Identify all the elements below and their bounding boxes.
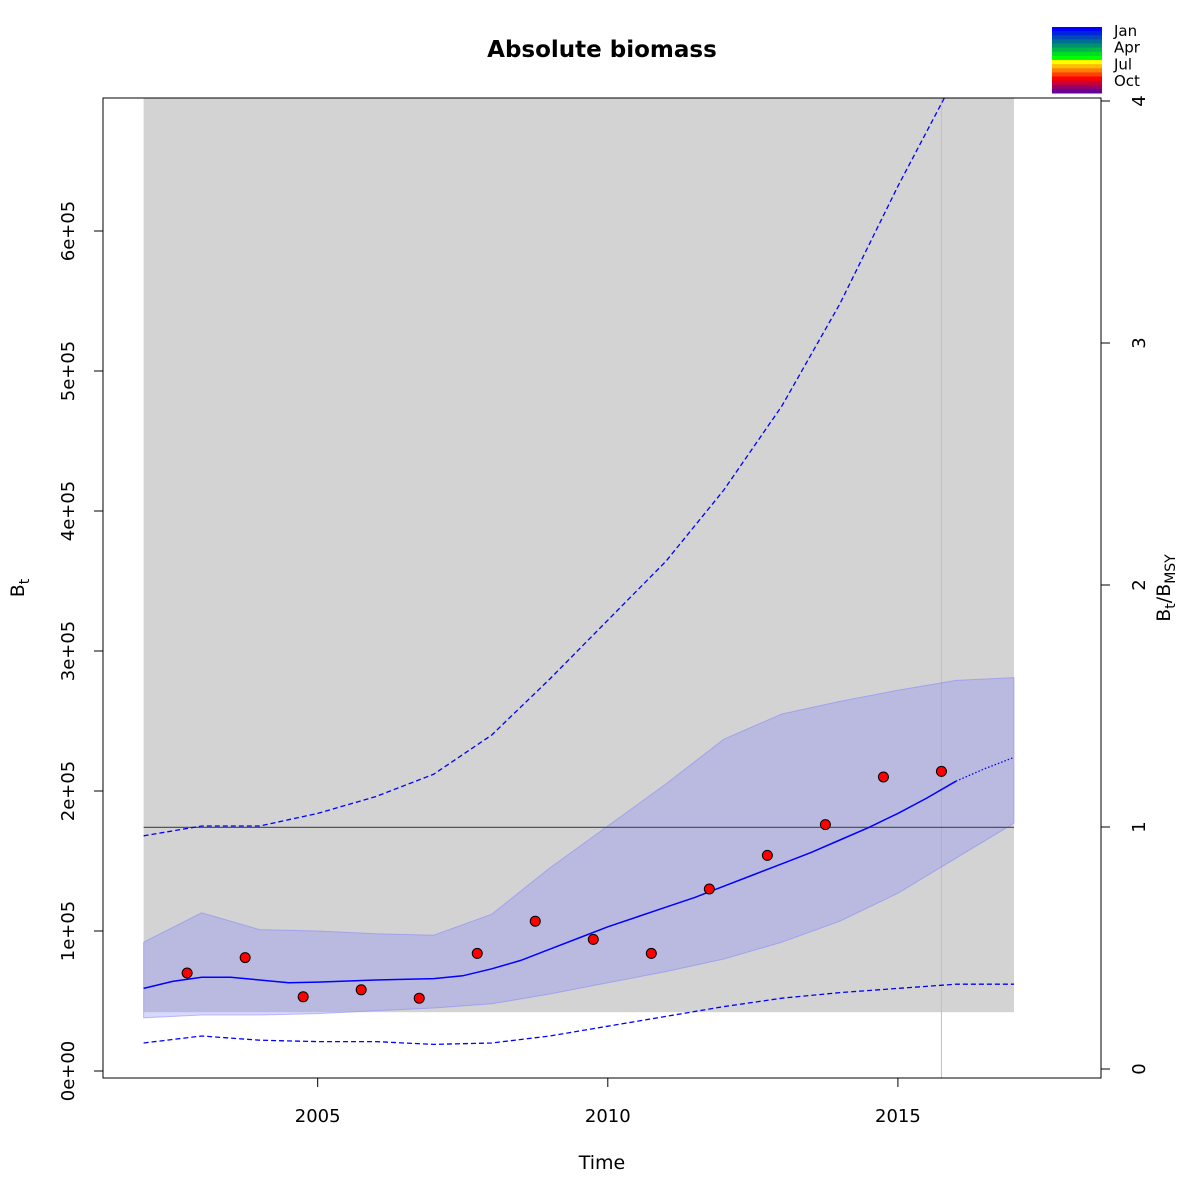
legend-color-swatch [1052, 64, 1102, 69]
y2-tick-label: 2 [1129, 579, 1150, 590]
y-tick-label: 5e+05 [58, 341, 79, 402]
y2-tick-label: 4 [1129, 95, 1150, 106]
y-tick-label: 6e+05 [58, 201, 79, 262]
observation-points-layer [181, 765, 947, 1004]
y-tick-label: 1e+05 [58, 901, 79, 962]
legend-color-swatch [1052, 27, 1102, 32]
observation-point [935, 765, 947, 777]
y2-axis-title-text: Bt/BMSY [1153, 554, 1179, 622]
x-tick-label: 2015 [875, 1106, 921, 1127]
observation-point [181, 967, 193, 979]
legend-label: Jul [1113, 55, 1132, 73]
shaded-region [143, 98, 1014, 1013]
series-lines-layer [143, 97, 1015, 1046]
legend-color-swatch [1052, 55, 1102, 61]
y-tick-label: 2e+05 [58, 761, 79, 822]
observation-point [761, 849, 773, 861]
shaded-region-layer [143, 98, 1014, 1013]
observation-point [239, 952, 251, 964]
y2-tick-label: 0 [1129, 1063, 1150, 1074]
y-tick-label: 0e+00 [58, 1041, 79, 1102]
observation-point [877, 771, 889, 783]
observation-point [645, 947, 657, 959]
observation-point [471, 947, 483, 959]
observation-point [297, 991, 309, 1003]
legend-color-swatch [1052, 60, 1102, 65]
legend-color-swatch [1052, 43, 1102, 49]
y2-axis-title-part: /B [1153, 584, 1175, 603]
legend-color-swatch [1052, 31, 1102, 36]
legend-color-swatch [1052, 35, 1102, 40]
y-axis-title-main: B [7, 584, 29, 597]
observation-point [355, 984, 367, 996]
legend-color-swatch [1052, 68, 1102, 73]
y-axis-title-text: Bt [7, 578, 33, 597]
observation-point [703, 883, 715, 895]
y-axis-title: Bt [7, 578, 33, 597]
legend-label: Oct [1114, 72, 1140, 90]
confidence-band-layer [143, 677, 1015, 1019]
x-tick-label: 2005 [295, 1106, 341, 1127]
y-axis-title-subscript: t [17, 578, 33, 584]
chart-title: Absolute biomass [487, 37, 717, 63]
y2-tick-label: 1 [1129, 821, 1150, 832]
observation-point [819, 819, 831, 831]
x-axis-title: Time [578, 1152, 626, 1174]
forecast-line [955, 756, 1015, 782]
observation-point [529, 915, 541, 927]
observation-point [413, 992, 425, 1004]
legend-color-swatch [1052, 47, 1102, 53]
x-tick-label: 2010 [585, 1106, 631, 1127]
y2-axis-title: Bt/BMSY [1153, 554, 1179, 622]
estimate-line [143, 780, 957, 990]
axes-layer: 2005 2010 2015 0e+00 1e+05 2e+05 3e+05 4e+05 5e+… [58, 95, 1150, 1127]
legend-label: Jan [1113, 22, 1137, 40]
y-tick-label: 3e+05 [58, 621, 79, 682]
y2-axis-title-part: B [1153, 609, 1175, 622]
y2-axis-title-subscript: t [1163, 603, 1179, 609]
legend-color-swatch [1052, 80, 1102, 86]
prediction-lower-line [143, 983, 1014, 1046]
prediction-upper-line [143, 97, 945, 837]
y2-axis-title-subscript: MSY [1163, 554, 1179, 584]
legend-color-swatch [1052, 88, 1102, 94]
y2-tick-label: 3 [1129, 337, 1150, 348]
confidence-band [143, 677, 1015, 1019]
legend-color-swatch [1052, 72, 1102, 77]
legend-color-swatch [1052, 84, 1102, 90]
legend-color-swatch [1052, 76, 1102, 82]
observation-point [587, 933, 599, 945]
y-tick-label: 4e+05 [58, 481, 79, 542]
legend-color-swatch [1052, 51, 1102, 57]
legend-label: Apr [1114, 39, 1141, 57]
legend-color-swatch [1052, 39, 1102, 44]
